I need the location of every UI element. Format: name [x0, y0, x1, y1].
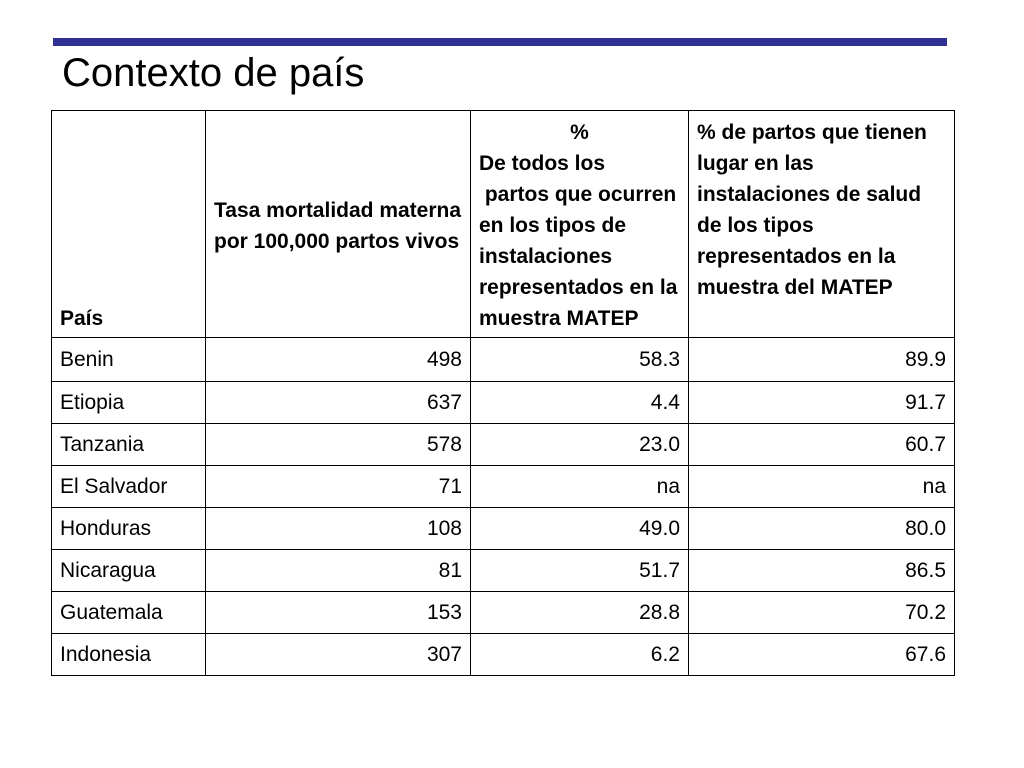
table-row: Tanzania 578 23.0 60.7	[51, 423, 955, 466]
title-accent-rule	[53, 38, 947, 46]
cell-mortality: 637	[205, 381, 471, 424]
table-row: Guatemala 153 28.8 70.2	[51, 591, 955, 634]
cell-pct-deliveries: 51.7	[470, 549, 689, 592]
cell-pct-facilities: 91.7	[688, 381, 955, 424]
cell-mortality: 108	[205, 507, 471, 550]
cell-pct-deliveries: na	[470, 465, 689, 508]
slide-title: Contexto de país	[62, 51, 365, 95]
cell-pct-deliveries: 58.3	[470, 337, 689, 382]
country-context-table: País Tasa mortalidad materna por 100,000…	[51, 110, 955, 676]
cell-mortality: 71	[205, 465, 471, 508]
cell-country: El Salvador	[51, 465, 206, 508]
cell-country: Nicaragua	[51, 549, 206, 592]
cell-country: Benin	[51, 337, 206, 382]
table-row: Benin 498 58.3 89.9	[51, 337, 955, 382]
cell-pct-deliveries: 23.0	[470, 423, 689, 466]
cell-mortality: 498	[205, 337, 471, 382]
cell-pct-deliveries: 28.8	[470, 591, 689, 634]
cell-mortality: 578	[205, 423, 471, 466]
percent-symbol: %	[570, 121, 589, 144]
cell-mortality: 153	[205, 591, 471, 634]
table-row: El Salvador 71 na na	[51, 465, 955, 508]
cell-pct-deliveries: 6.2	[470, 633, 689, 676]
table-header-row: País Tasa mortalidad materna por 100,000…	[51, 110, 955, 338]
cell-pct-deliveries: 49.0	[470, 507, 689, 550]
table-row: Nicaragua 81 51.7 86.5	[51, 549, 955, 592]
column-header-pct-facilities: % de partos que tienen lugar en las inst…	[688, 110, 955, 338]
cell-pct-facilities: na	[688, 465, 955, 508]
column-header-country: País	[51, 110, 206, 338]
cell-country: Guatemala	[51, 591, 206, 634]
column-header-pct-deliveries-text: De todos los partos que ocurren en los t…	[479, 152, 678, 330]
cell-country: Etiopia	[51, 381, 206, 424]
table-row: Indonesia 307 6.2 67.6	[51, 633, 955, 676]
cell-pct-facilities: 89.9	[688, 337, 955, 382]
cell-pct-facilities: 86.5	[688, 549, 955, 592]
cell-country: Honduras	[51, 507, 206, 550]
cell-mortality: 307	[205, 633, 471, 676]
cell-pct-facilities: 67.6	[688, 633, 955, 676]
table-row: Honduras 108 49.0 80.0	[51, 507, 955, 550]
cell-country: Indonesia	[51, 633, 206, 676]
cell-pct-deliveries: 4.4	[470, 381, 689, 424]
column-header-mortality-rate: Tasa mortalidad materna por 100,000 part…	[205, 110, 471, 338]
column-header-pct-deliveries: % De todos los partos que ocurren en los…	[470, 110, 689, 338]
cell-pct-facilities: 60.7	[688, 423, 955, 466]
table-row: Etiopia 637 4.4 91.7	[51, 381, 955, 424]
cell-pct-facilities: 80.0	[688, 507, 955, 550]
cell-mortality: 81	[205, 549, 471, 592]
cell-country: Tanzania	[51, 423, 206, 466]
cell-pct-facilities: 70.2	[688, 591, 955, 634]
